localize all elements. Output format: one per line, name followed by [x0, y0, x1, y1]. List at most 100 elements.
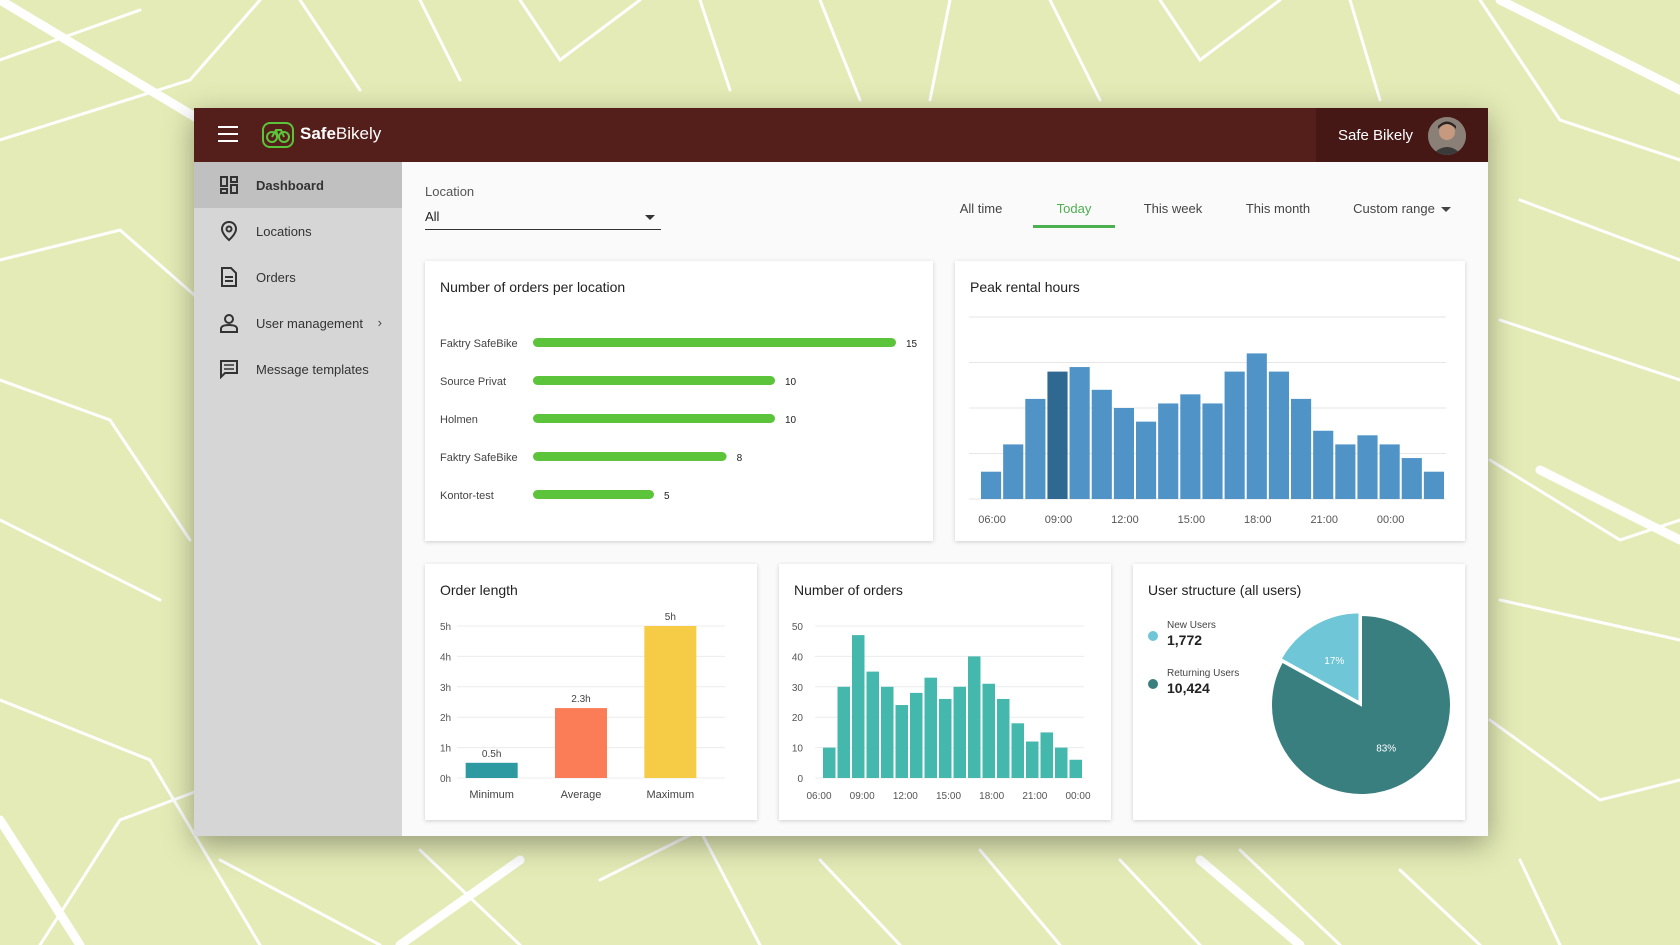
bike-logo-icon	[262, 122, 294, 148]
sidebar-item-dashboard[interactable]: Dashboard	[194, 162, 402, 208]
bar-category-label: Minimum	[469, 789, 514, 801]
card-title: Number of orders per location	[440, 279, 626, 295]
bar	[852, 635, 865, 778]
bar	[1055, 747, 1068, 778]
bar	[555, 708, 607, 778]
bar	[1268, 371, 1289, 499]
avatar[interactable]	[1428, 117, 1466, 155]
document-icon	[218, 266, 240, 288]
bar	[533, 452, 727, 461]
bar-category-label: Kontor-test	[440, 490, 494, 502]
bar	[895, 705, 908, 778]
brand-name[interactable]: SafeBikely	[300, 124, 381, 144]
y-tick-label: 10	[792, 744, 804, 755]
sidebar: Dashboard Locations Orders User manageme…	[194, 162, 402, 836]
bar-category-label: Faktry SafeBike	[440, 452, 518, 464]
avatar-image	[1428, 117, 1466, 155]
x-tick-label: 15:00	[936, 791, 961, 802]
bar-value-label: 5h	[665, 612, 676, 623]
bar	[1180, 394, 1201, 499]
bar	[1335, 444, 1356, 499]
bar	[866, 671, 879, 778]
tab-all-time[interactable]: All time	[959, 201, 1003, 216]
legend-swatch	[1148, 679, 1158, 689]
card-title: Peak rental hours	[970, 279, 1080, 295]
x-tick-label: 21:00	[1022, 791, 1047, 802]
user-name: Safe Bikely	[1338, 127, 1414, 144]
bar	[533, 414, 775, 423]
bar	[1224, 371, 1245, 499]
y-tick-label: 2h	[440, 713, 451, 724]
location-filter-label: Location	[425, 184, 475, 199]
bar-value-label: 8	[737, 453, 743, 464]
bar	[533, 490, 654, 499]
sidebar-item-label: Locations	[256, 223, 312, 239]
bar-category-label: Holmen	[440, 414, 478, 426]
card-user-structure: User structure (all users) New Users 1,77…	[1133, 564, 1465, 820]
sidebar-item-label: Message templates	[256, 361, 369, 377]
main-content: Location All All time Today This week Th…	[402, 162, 1488, 836]
bar-category-label: Average	[561, 789, 602, 801]
bar-value-label: 10	[785, 415, 797, 426]
pie-slice	[1270, 613, 1452, 796]
y-tick-label: 5h	[440, 622, 451, 633]
tab-this-month[interactable]: This month	[1245, 201, 1311, 216]
tab-custom-range-label: Custom range	[1353, 201, 1435, 216]
bar	[881, 686, 894, 778]
x-tick-label: 00:00	[1377, 514, 1405, 526]
x-tick-label: 06:00	[806, 791, 831, 802]
sidebar-item-message-templates[interactable]: Message templates	[194, 346, 402, 392]
bar	[1113, 408, 1134, 499]
dashboard-icon	[218, 174, 240, 196]
sidebar-item-orders[interactable]: Orders	[194, 254, 402, 300]
chevron-right-icon: ›	[377, 315, 382, 330]
bar	[953, 686, 966, 778]
sidebar-item-locations[interactable]: Locations	[194, 208, 402, 254]
x-tick-label: 12:00	[1111, 514, 1139, 526]
card-orders-per-location: Number of orders per location Faktry Saf…	[425, 261, 933, 541]
bar	[465, 762, 518, 778]
x-tick-label: 15:00	[1178, 514, 1206, 526]
dropdown-arrow-icon	[645, 215, 655, 220]
app-window: SafeBikely Safe Bikely Dashboard	[194, 108, 1488, 836]
y-tick-label: 30	[792, 683, 804, 694]
bar	[997, 698, 1010, 778]
location-pin-icon	[218, 220, 240, 242]
bar	[1136, 421, 1157, 499]
pie-percent-label: 83%	[1376, 744, 1396, 755]
hamburger-menu-icon[interactable]	[218, 126, 238, 142]
bar	[823, 747, 836, 778]
tab-this-week[interactable]: This week	[1143, 201, 1203, 216]
user-menu[interactable]: Safe Bikely	[1316, 108, 1488, 162]
sidebar-item-user-management[interactable]: User management ›	[194, 300, 402, 346]
legend-label: Returning Users	[1167, 668, 1239, 679]
sidebar-item-label: Dashboard	[256, 177, 324, 193]
order-length-chart: 0h 1h 2h 3h 4h 5h 0.5h Minimum 2.3h Average 5h Maxi…	[440, 612, 725, 801]
location-select[interactable]: All	[425, 204, 661, 230]
bar-value-label: 5	[664, 491, 670, 502]
y-tick-label: 0h	[440, 774, 451, 785]
bar	[1158, 403, 1179, 499]
legend-label: New Users	[1167, 620, 1216, 631]
tab-custom-range[interactable]: Custom range	[1346, 196, 1458, 228]
sidebar-item-label: Orders	[256, 269, 296, 285]
x-tick-label: 18:00	[979, 791, 1004, 802]
x-tick-label: 09:00	[850, 791, 875, 802]
y-tick-label: 3h	[440, 683, 451, 694]
tab-today[interactable]: Today	[1033, 196, 1115, 228]
legend-value: 10,424	[1167, 680, 1210, 696]
bar	[924, 677, 937, 778]
bar	[981, 471, 1002, 499]
legend-swatch	[1148, 631, 1158, 641]
bar	[1246, 353, 1267, 499]
card-title: Order length	[440, 582, 518, 598]
card-peak-rental-hours: Peak rental hours 06:00 09:00 12:00 15:00 18…	[955, 261, 1465, 541]
card-title: User structure (all users)	[1148, 582, 1302, 598]
bar-category-label: Faktry SafeBike	[440, 338, 518, 350]
brand-name-rest: Bikely	[335, 124, 382, 143]
bar	[644, 626, 697, 778]
bar	[1025, 398, 1046, 499]
y-tick-label: 4h	[440, 652, 451, 663]
bar	[1069, 367, 1090, 499]
